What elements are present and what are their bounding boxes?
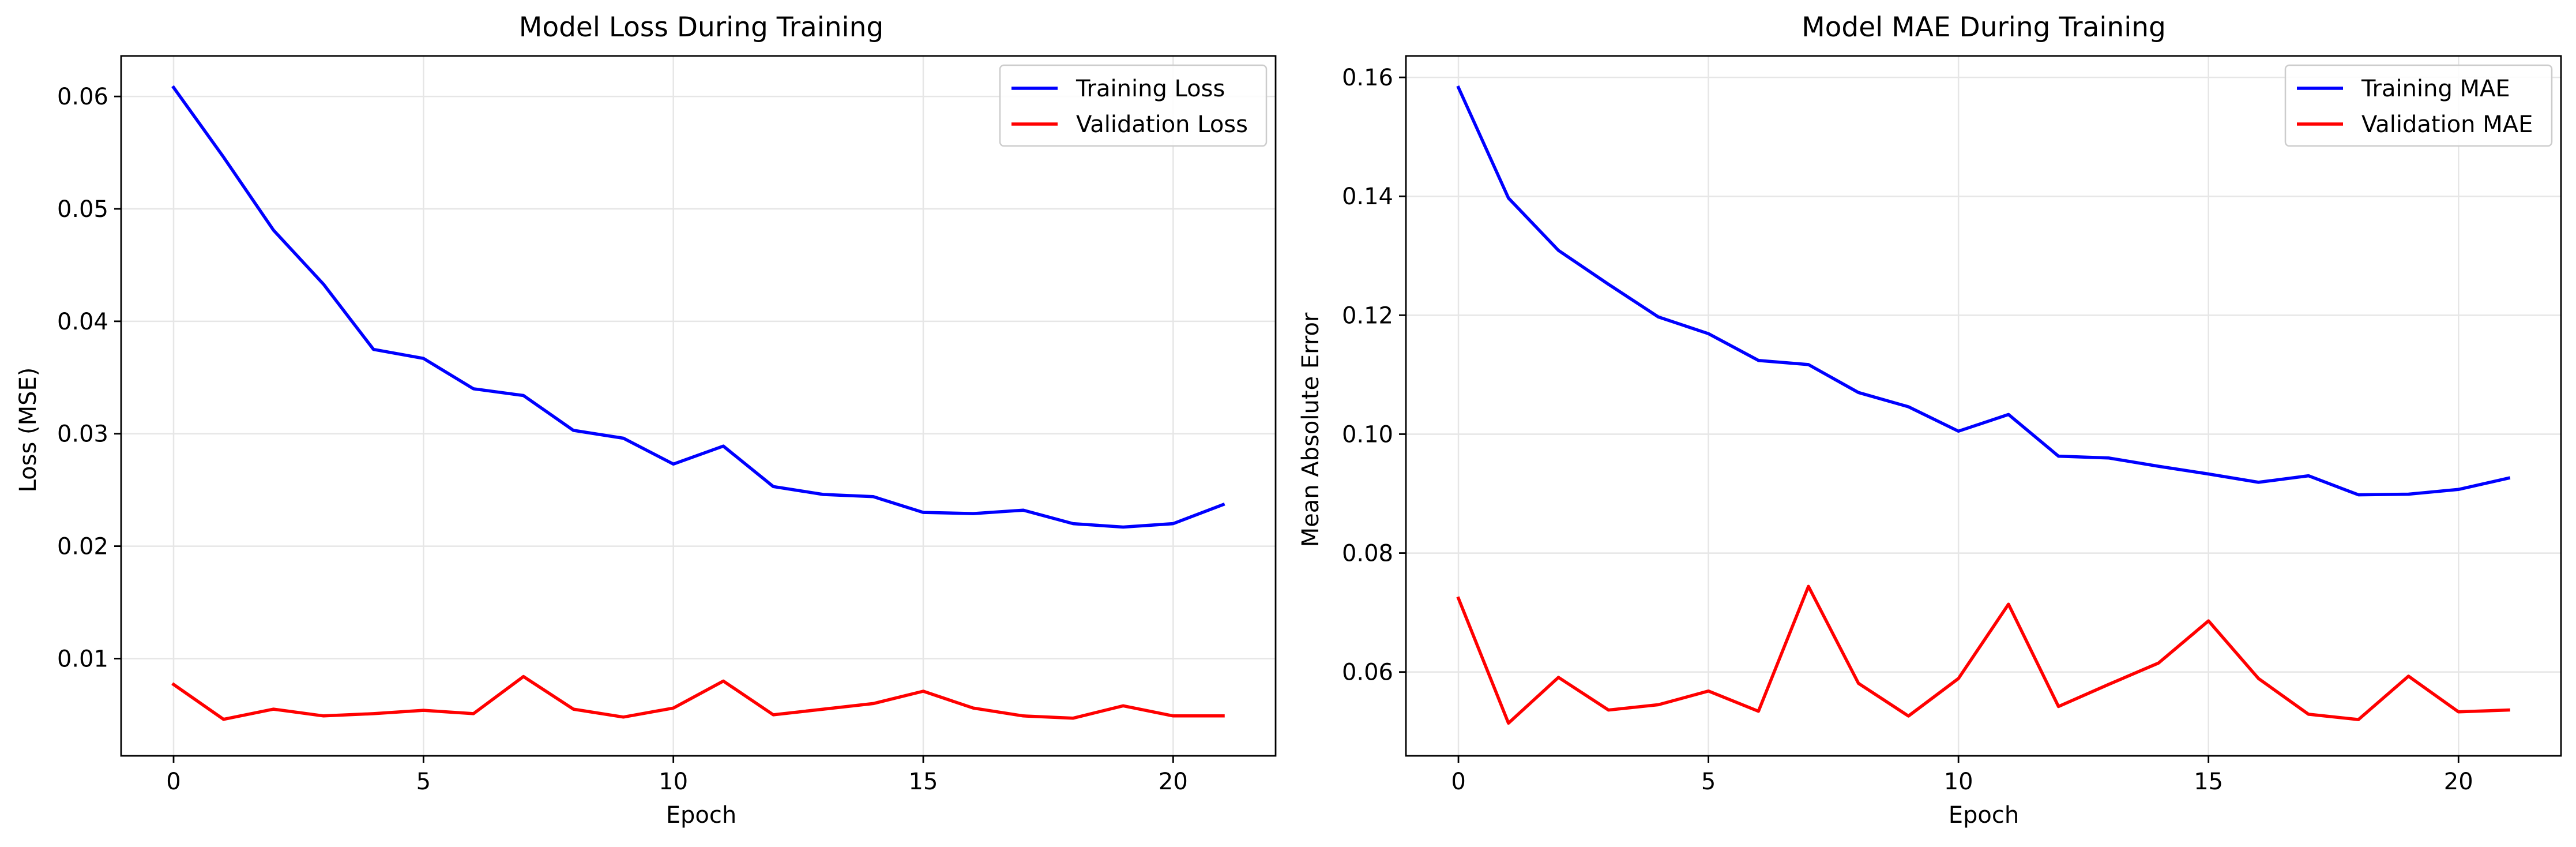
loss-series-line-0 (171, 85, 1225, 529)
mae-y-tick-label-5: 0.16 (1342, 65, 1393, 91)
mae-legend (2284, 64, 2553, 147)
mae-x-tick-label-2: 10 (1944, 769, 1973, 795)
mae-chart-title: Model MAE During Training (1802, 12, 2166, 43)
mae-x-tick-label-4: 20 (2444, 769, 2473, 795)
mae-subplot: Model MAE During Training Epoch Mean Abs… (1298, 12, 2562, 829)
mae-y-tick-label-1: 0.08 (1342, 541, 1393, 567)
loss-y-tick-label-2: 0.03 (57, 421, 108, 448)
loss-legend-label-0: Training Loss (1075, 76, 1225, 102)
mae-y-tick-label-4: 0.14 (1342, 183, 1393, 210)
loss-y-axis-label: Loss (MSE) (15, 368, 42, 493)
mae-series-line-1 (1456, 584, 2510, 725)
loss-y-tick-label-0: 0.01 (57, 646, 108, 672)
loss-y-tick-label-1: 0.02 (57, 534, 108, 560)
loss-x-tick-label-4: 20 (1159, 769, 1188, 795)
loss-axes-frame (120, 55, 1277, 757)
loss-x-tick-label-0: 0 (166, 769, 180, 795)
mae-x-axis-label: Epoch (1949, 802, 2019, 829)
loss-y-tick-label-5: 0.06 (57, 84, 108, 110)
mae-x-tick-label-3: 15 (2194, 769, 2223, 795)
loss-subplot: Model Loss During Training Epoch Loss (M… (15, 12, 1277, 829)
loss-legend (999, 64, 1268, 147)
mae-x-tick-label-1: 5 (1701, 769, 1716, 795)
mae-y-axis-label: Mean Absolute Error (1298, 312, 1324, 547)
loss-y-tick-label-3: 0.04 (57, 309, 108, 335)
loss-x-tick-label-3: 15 (909, 769, 938, 795)
mae-series-line-0 (1456, 85, 2511, 497)
mae-legend-label-0: Training MAE (2361, 76, 2510, 102)
mae-x-tick-label-0: 0 (1451, 769, 1465, 795)
loss-y-tick-label-4: 0.05 (57, 196, 108, 223)
loss-x-tick-label-1: 5 (416, 769, 431, 795)
mae-axes-frame (1405, 55, 2562, 757)
loss-chart-title: Model Loss During Training (519, 12, 883, 43)
mae-legend-label-1: Validation MAE (2361, 111, 2533, 138)
mae-y-tick-label-0: 0.06 (1342, 659, 1393, 686)
loss-series-line-1 (171, 674, 1225, 721)
mae-y-tick-label-3: 0.12 (1342, 302, 1393, 329)
mae-y-tick-label-2: 0.10 (1342, 421, 1393, 448)
loss-legend-label-1: Validation Loss (1076, 111, 1248, 138)
loss-x-axis-label: Epoch (666, 802, 736, 829)
loss-x-tick-label-2: 10 (659, 769, 688, 795)
